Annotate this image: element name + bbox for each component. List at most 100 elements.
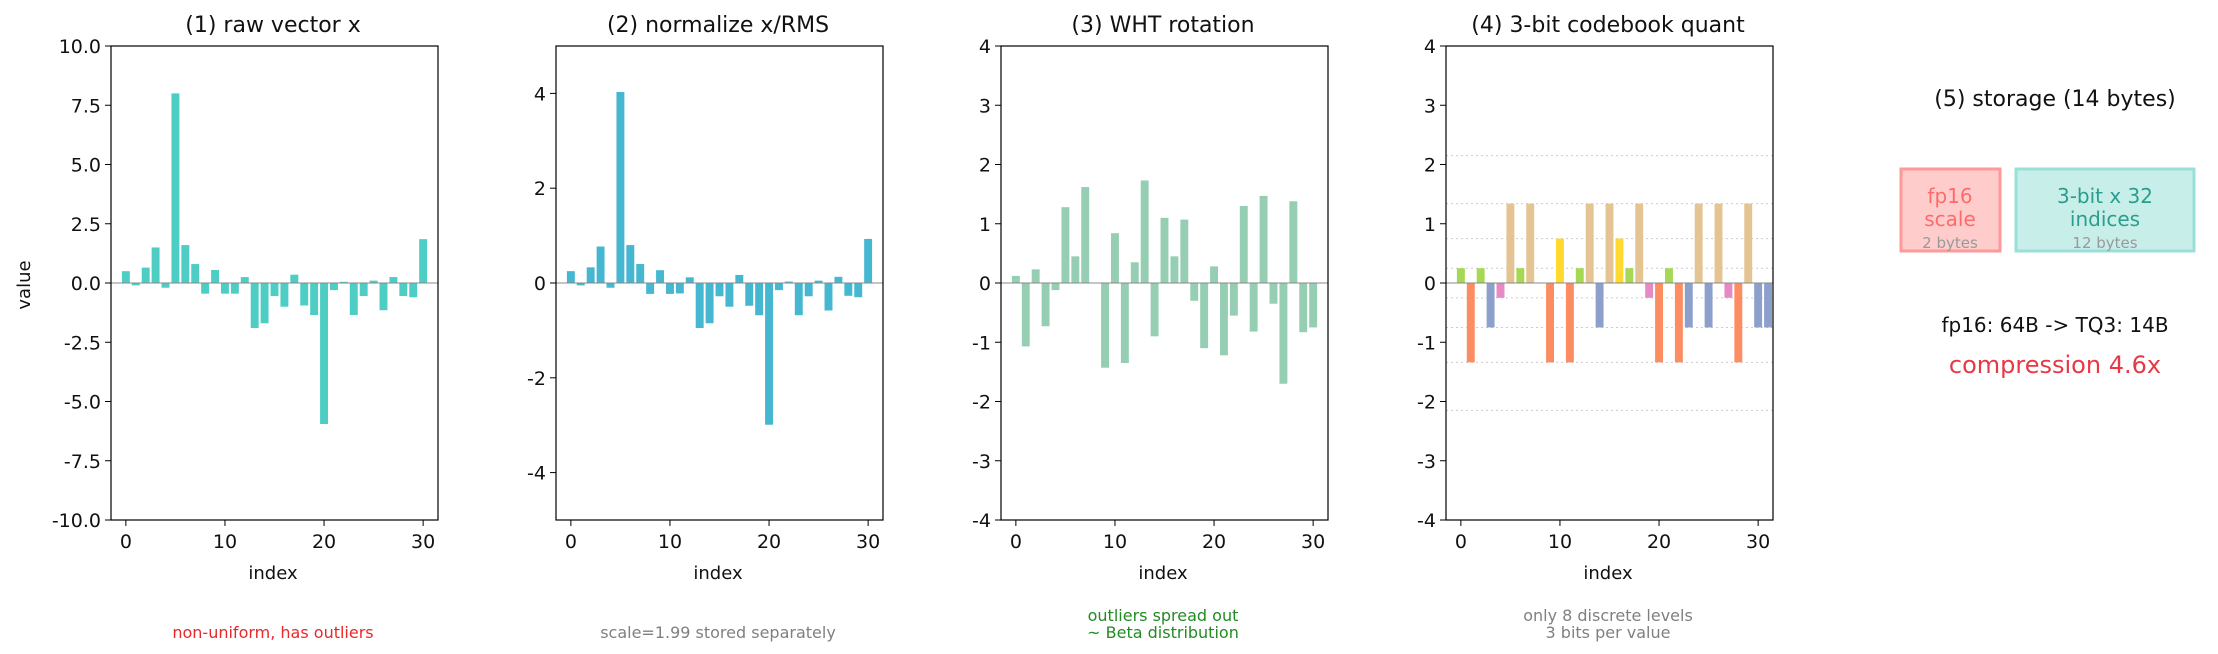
bar: [359, 283, 368, 297]
bar: [804, 283, 813, 297]
bar: [745, 283, 754, 306]
bar: [379, 283, 388, 311]
indices-box-sub: 12 bytes: [2072, 234, 2137, 252]
bar: [1496, 283, 1505, 298]
bar: [1279, 283, 1288, 384]
bar: [349, 283, 358, 315]
bar: [1081, 187, 1090, 283]
bar: [1150, 283, 1159, 337]
x-tick-label: 20: [757, 531, 781, 553]
panel-caption: non-uniform, has outliers: [172, 623, 373, 642]
bar: [320, 283, 329, 425]
bar: [290, 274, 299, 283]
bar: [1200, 283, 1209, 349]
bar: [725, 283, 734, 307]
bar: [1486, 283, 1495, 328]
bar: [675, 283, 684, 294]
bar: [1674, 283, 1683, 363]
panel-title: (3) WHT rotation: [1071, 13, 1254, 38]
bar: [1664, 268, 1673, 283]
y-tick-label: -3: [972, 451, 991, 473]
y-tick-label: 2.5: [71, 214, 101, 236]
bar: [389, 277, 398, 283]
bar: [369, 280, 378, 283]
bar: [1694, 203, 1703, 283]
bar: [181, 245, 190, 283]
bar: [1071, 256, 1080, 283]
y-tick-label: -2: [1417, 392, 1436, 414]
y-tick-label: -4: [527, 463, 546, 485]
bar: [1655, 283, 1664, 363]
y-tick-label: 4: [979, 36, 991, 58]
y-tick-label: 4: [1424, 36, 1436, 58]
bar: [784, 281, 793, 283]
bar: [794, 283, 803, 316]
bar: [1615, 238, 1624, 283]
bar: [339, 281, 348, 283]
bar: [636, 264, 645, 283]
panel-title: (1) raw vector x: [185, 13, 360, 38]
bar: [1585, 203, 1594, 283]
bar: [409, 283, 418, 298]
y-tick-label: -5.0: [64, 392, 101, 414]
bar: [250, 283, 259, 329]
panel-caption-line2: ~ Beta distribution: [1087, 623, 1239, 642]
x-tick-label: 0: [1010, 531, 1022, 553]
panel-wht-rotation: (3) WHT rotation index outliers spread o…: [972, 13, 1329, 642]
bar: [656, 270, 665, 283]
bar: [220, 283, 229, 294]
bar: [1506, 203, 1515, 283]
bar: [755, 283, 764, 316]
bar: [399, 283, 408, 297]
y-tick-label: 0.0: [71, 273, 101, 295]
bar: [1684, 283, 1693, 328]
bar: [1724, 283, 1733, 298]
bar: [1516, 268, 1525, 283]
bar: [1219, 283, 1228, 356]
indices-box-label2: indices: [2070, 207, 2140, 231]
bar: [1190, 283, 1199, 301]
bar: [576, 283, 585, 286]
scale-box-label2: scale: [1924, 207, 1976, 231]
bar: [1744, 203, 1753, 283]
bar: [774, 283, 783, 291]
bar: [141, 267, 150, 283]
bar: [171, 93, 180, 284]
y-tick-label: 5.0: [71, 155, 101, 177]
bar: [1140, 180, 1149, 283]
x-tick-label: 20: [1647, 531, 1671, 553]
bar: [1051, 283, 1060, 291]
bar: [1011, 275, 1020, 283]
bar: [765, 283, 774, 425]
bar: [1170, 256, 1179, 283]
bar: [1229, 283, 1238, 316]
y-tick-label: -4: [1417, 510, 1436, 532]
bar: [1625, 268, 1634, 283]
x-tick-label: 30: [856, 531, 880, 553]
bar: [161, 283, 170, 288]
bar: [280, 283, 289, 307]
panel-codebook-quant: (4) 3-bit codebook quant index only 8 di…: [1417, 13, 1774, 642]
x-tick-label: 10: [658, 531, 682, 553]
bar: [705, 283, 714, 324]
y-tick-label: -2: [527, 368, 546, 390]
panel-caption: scale=1.99 stored separately: [600, 623, 836, 642]
bar: [626, 245, 635, 283]
y-tick-label: 0: [1424, 273, 1436, 295]
bar: [1021, 283, 1030, 347]
panel-caption-line1: only 8 discrete levels: [1523, 606, 1693, 625]
x-tick-label: 10: [213, 531, 237, 553]
bar: [1555, 238, 1564, 283]
bar: [1160, 217, 1169, 283]
x-tick-label: 30: [1746, 531, 1770, 553]
y-tick-label: 0: [534, 273, 546, 295]
y-tick-label: 7.5: [71, 95, 101, 117]
y-tick-label: -3: [1417, 451, 1436, 473]
bar: [844, 283, 853, 296]
bar: [854, 283, 863, 298]
bar: [1130, 262, 1139, 283]
x-tick-label: 0: [565, 531, 577, 553]
bar: [1704, 283, 1713, 328]
bar: [586, 267, 595, 283]
bar: [715, 283, 724, 297]
